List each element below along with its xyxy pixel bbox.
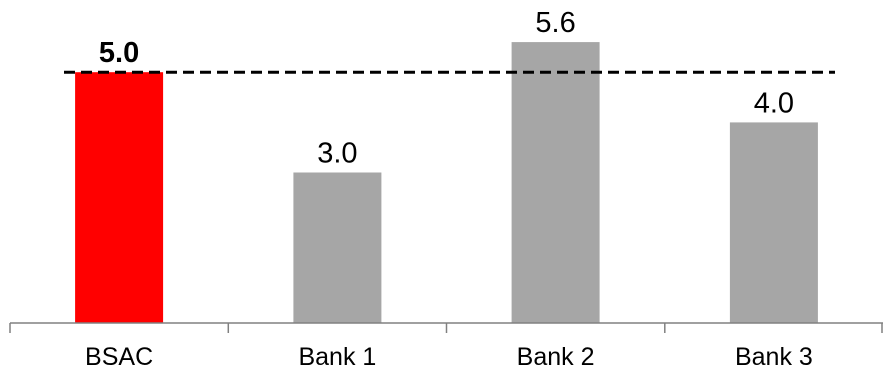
category-label-bank-2: Bank 2	[517, 343, 595, 371]
value-label-bank-1: 3.0	[317, 138, 357, 170]
bar-bank-1	[293, 172, 382, 323]
bar-bank-3	[729, 122, 818, 324]
labels-layer: 5.0 BSAC 3.0 Bank 1 5.6 Bank 2 4.0 Bank 3	[85, 7, 813, 371]
value-label-bsac: 5.0	[99, 37, 139, 69]
category-label-bank-1: Bank 1	[298, 343, 376, 371]
x-axis	[9, 322, 883, 333]
bar-bsac	[75, 72, 164, 323]
bars-layer	[75, 42, 818, 324]
bar-bank-2	[511, 42, 600, 323]
value-label-bank-2: 5.6	[535, 7, 575, 39]
value-label-bank-3: 4.0	[754, 87, 794, 119]
category-label-bsac: BSAC	[85, 343, 153, 371]
category-label-bank-3: Bank 3	[735, 343, 813, 371]
